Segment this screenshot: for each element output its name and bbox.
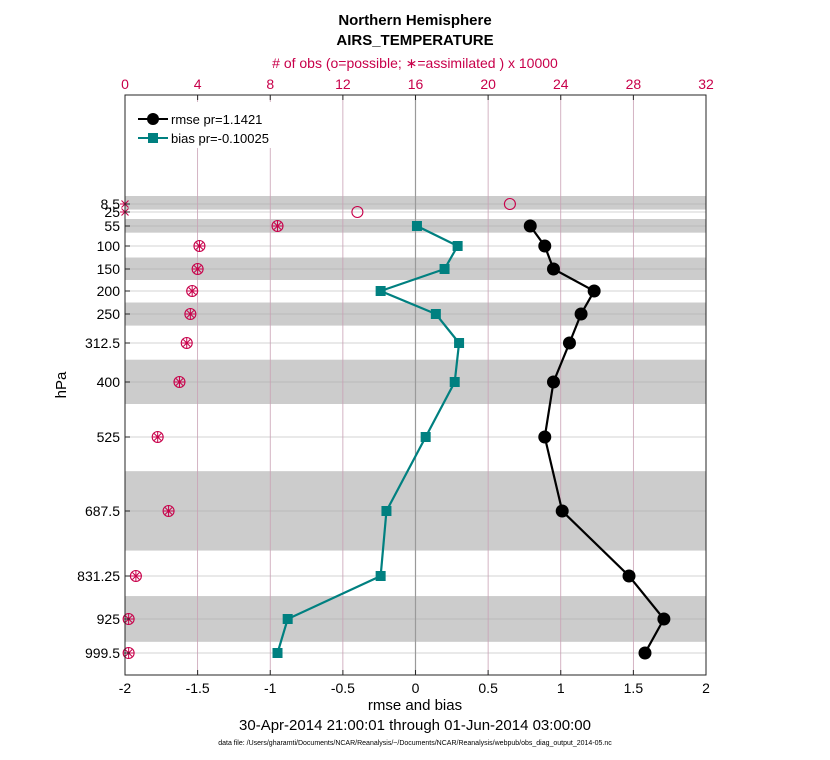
- top-x-tick-label: 12: [335, 76, 351, 92]
- rmse-point: [546, 262, 560, 276]
- rmse-point: [622, 569, 636, 583]
- top-x-tick-label: 32: [698, 76, 714, 92]
- top-x-tick-label: 28: [626, 76, 642, 92]
- x-axis-label: rmse and bias: [368, 697, 462, 714]
- x-tick-label: -0.5: [331, 680, 355, 696]
- obs-possible-marker: [503, 197, 516, 211]
- top-x-axis: 0 4 8 12 16 20 24 28 32: [121, 76, 714, 100]
- legend-bias-label: bias pr=-0.10025: [171, 131, 269, 146]
- footnote: data file: /Users/gharamti/Documents/NCA…: [218, 740, 612, 747]
- bias-point: [282, 614, 293, 624]
- obs-possible-marker: [351, 205, 364, 219]
- x-tick-label: 1: [557, 680, 565, 696]
- y-tick-label: 100: [97, 238, 121, 254]
- y-tick-label: 999.5: [85, 645, 120, 661]
- y-tick-label: 150: [97, 261, 121, 277]
- x-tick-label: 0.5: [478, 680, 498, 696]
- legend: rmse pr=1.1421 bias pr=-0.10025: [132, 102, 287, 148]
- series-layer: [120, 197, 671, 660]
- rmse-point: [546, 375, 560, 389]
- obs-possible-marker: [191, 262, 204, 276]
- x-tick-label: 0: [412, 680, 420, 696]
- rmse-point: [638, 646, 652, 660]
- y-tick-label: 687.5: [85, 503, 120, 519]
- legend-bias-marker: [148, 133, 158, 143]
- top-x-tick-label: 24: [553, 76, 569, 92]
- y-tick-label: 200: [97, 283, 121, 299]
- y-tick-label: 250: [97, 306, 121, 322]
- obs-assimilated-marker: [181, 338, 192, 348]
- date-range: 30-Apr-2014 21:00:01 through 01-Jun-2014…: [239, 717, 591, 734]
- y-tick-label: 55: [104, 218, 120, 234]
- y-tick-label: 8.5: [101, 196, 121, 212]
- bias-point: [411, 221, 422, 231]
- rmse-point: [574, 307, 588, 321]
- top-x-tick-label: 16: [408, 76, 424, 92]
- obs-possible-marker: [122, 646, 135, 660]
- y-tick-label: 831.25: [77, 568, 120, 584]
- rmse-point: [657, 612, 671, 626]
- bias-point: [375, 571, 386, 581]
- obs-assimilated-marker: [187, 286, 198, 296]
- bias-point: [375, 286, 386, 296]
- bias-point: [452, 241, 463, 251]
- rmse-point: [538, 239, 552, 253]
- x-tick-label: 1.5: [624, 680, 644, 696]
- obs-possible-marker: [173, 375, 186, 389]
- bias-point: [381, 506, 392, 516]
- legend-rmse-marker: [147, 113, 159, 125]
- x-tick-label: -1.5: [186, 680, 210, 696]
- y-axis-label: hPa: [53, 371, 70, 398]
- obs-possible-marker: [151, 430, 164, 444]
- obs-assimilated-marker: [185, 309, 196, 319]
- obs-possible-marker: [186, 284, 199, 298]
- y-tick-label: 525: [97, 429, 121, 445]
- rmse-point: [538, 430, 552, 444]
- bias-point: [439, 264, 450, 274]
- top-x-tick-label: 20: [480, 76, 496, 92]
- y-tick-label: 925: [97, 611, 121, 627]
- rmse-point: [587, 284, 601, 298]
- bias-point: [430, 309, 441, 319]
- x-tick-label: -2: [119, 680, 132, 696]
- legend-rmse-label: rmse pr=1.1421: [171, 112, 262, 127]
- obs-possible-marker: [184, 307, 197, 321]
- top-axis-label: # of obs (o=possible; ∗=assimilated ) x …: [272, 55, 558, 71]
- obs-assimilated-marker: [152, 432, 163, 442]
- top-x-tick-label: 4: [194, 76, 202, 92]
- obs-assimilated-marker: [174, 377, 185, 387]
- obs-assimilated-marker: [130, 571, 141, 581]
- y-tick-label: 312.5: [85, 335, 120, 351]
- obs-possible-marker: [162, 504, 175, 518]
- top-x-tick-label: 8: [266, 76, 274, 92]
- obs-assimilated-marker: [163, 506, 174, 516]
- obs-possible-marker: [271, 219, 284, 233]
- obs-assimilated-marker: [194, 241, 205, 251]
- bias-point: [454, 338, 465, 348]
- chart-subtitle: AIRS_TEMPERATURE: [336, 32, 493, 49]
- rmse-point: [562, 336, 576, 350]
- obs-possible-marker: [129, 569, 142, 583]
- y-tick-label: 400: [97, 374, 121, 390]
- rmse-point: [523, 219, 537, 233]
- x-tick-label: -1: [264, 680, 277, 696]
- obs-possible-marker: [122, 612, 135, 626]
- x-tick-label: 2: [702, 680, 710, 696]
- y-tick-label: 25: [104, 204, 120, 220]
- x-axis: -2 -1.5 -1 -0.5 0 0.5 1 1.5 2: [119, 670, 710, 696]
- obs-possible-marker: [180, 336, 193, 350]
- obs-assimilated-marker: [192, 264, 203, 274]
- bias-point: [449, 377, 460, 387]
- chart-title: Northern Hemisphere: [338, 12, 491, 29]
- rmse-point: [555, 504, 569, 518]
- top-x-tick-label: 0: [121, 76, 129, 92]
- bias-point: [272, 648, 283, 658]
- obs-possible-marker: [193, 239, 206, 253]
- bias-point: [420, 432, 431, 442]
- obs-assimilated-marker: [272, 221, 283, 231]
